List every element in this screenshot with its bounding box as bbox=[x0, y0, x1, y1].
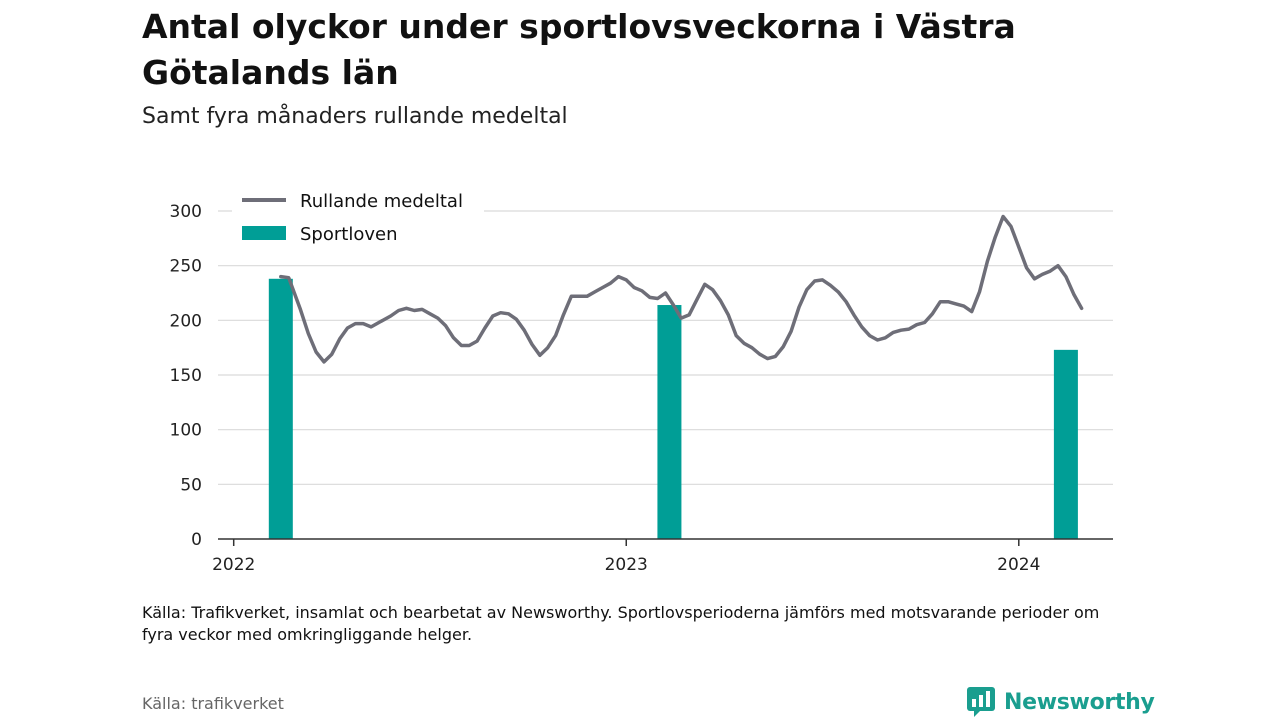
x-tick-label: 2024 bbox=[997, 555, 1040, 575]
chart-subtitle: Samt fyra månaders rullande medeltal bbox=[142, 104, 568, 129]
x-tick-label: 2023 bbox=[605, 555, 648, 575]
y-tick-label: 300 bbox=[170, 202, 202, 222]
bar-sportloven-0 bbox=[268, 278, 293, 539]
line-rullande-medeltal bbox=[279, 214, 1084, 364]
y-tick-label: 150 bbox=[170, 366, 202, 386]
x-tick-label: 2022 bbox=[212, 555, 255, 575]
legend-background bbox=[232, 186, 484, 256]
legend-label-sportloven: Sportloven bbox=[300, 224, 397, 245]
footnote: Källa: Trafikverket, insamlat och bearbe… bbox=[142, 603, 1100, 644]
source-text: Källa: trafikverket bbox=[142, 694, 284, 713]
newsworthy-logo-icon bbox=[967, 687, 995, 717]
chart-plot: 0 50 100 150 200 250 300 2022 2023 2024 Rullande … bbox=[169, 186, 1113, 575]
y-tick-label: 50 bbox=[180, 475, 202, 495]
bar-sportloven-1 bbox=[657, 305, 682, 539]
axes: 0 50 100 150 200 250 300 2022 2023 2024 bbox=[170, 202, 1113, 575]
brand-name: Newsworthy bbox=[1004, 689, 1155, 715]
legend-swatch-bar bbox=[242, 226, 286, 240]
y-tick-label: 200 bbox=[170, 311, 202, 331]
bar-series-sportloven bbox=[268, 278, 1078, 539]
chart-title: Antal olyckor under sportlovsveckorna i … bbox=[142, 7, 1016, 92]
y-tick-label: 250 bbox=[170, 257, 202, 277]
legend: Rullande medeltal Sportloven bbox=[232, 186, 484, 256]
y-tick-label: 100 bbox=[170, 421, 202, 441]
line-series-rullande-medeltal bbox=[279, 214, 1084, 364]
y-tick-label: 0 bbox=[191, 530, 202, 550]
legend-label-rullande-medeltal: Rullande medeltal bbox=[300, 191, 463, 212]
brand-logo[interactable]: Newsworthy bbox=[966, 686, 1155, 718]
bar-sportloven-2 bbox=[1053, 349, 1078, 539]
